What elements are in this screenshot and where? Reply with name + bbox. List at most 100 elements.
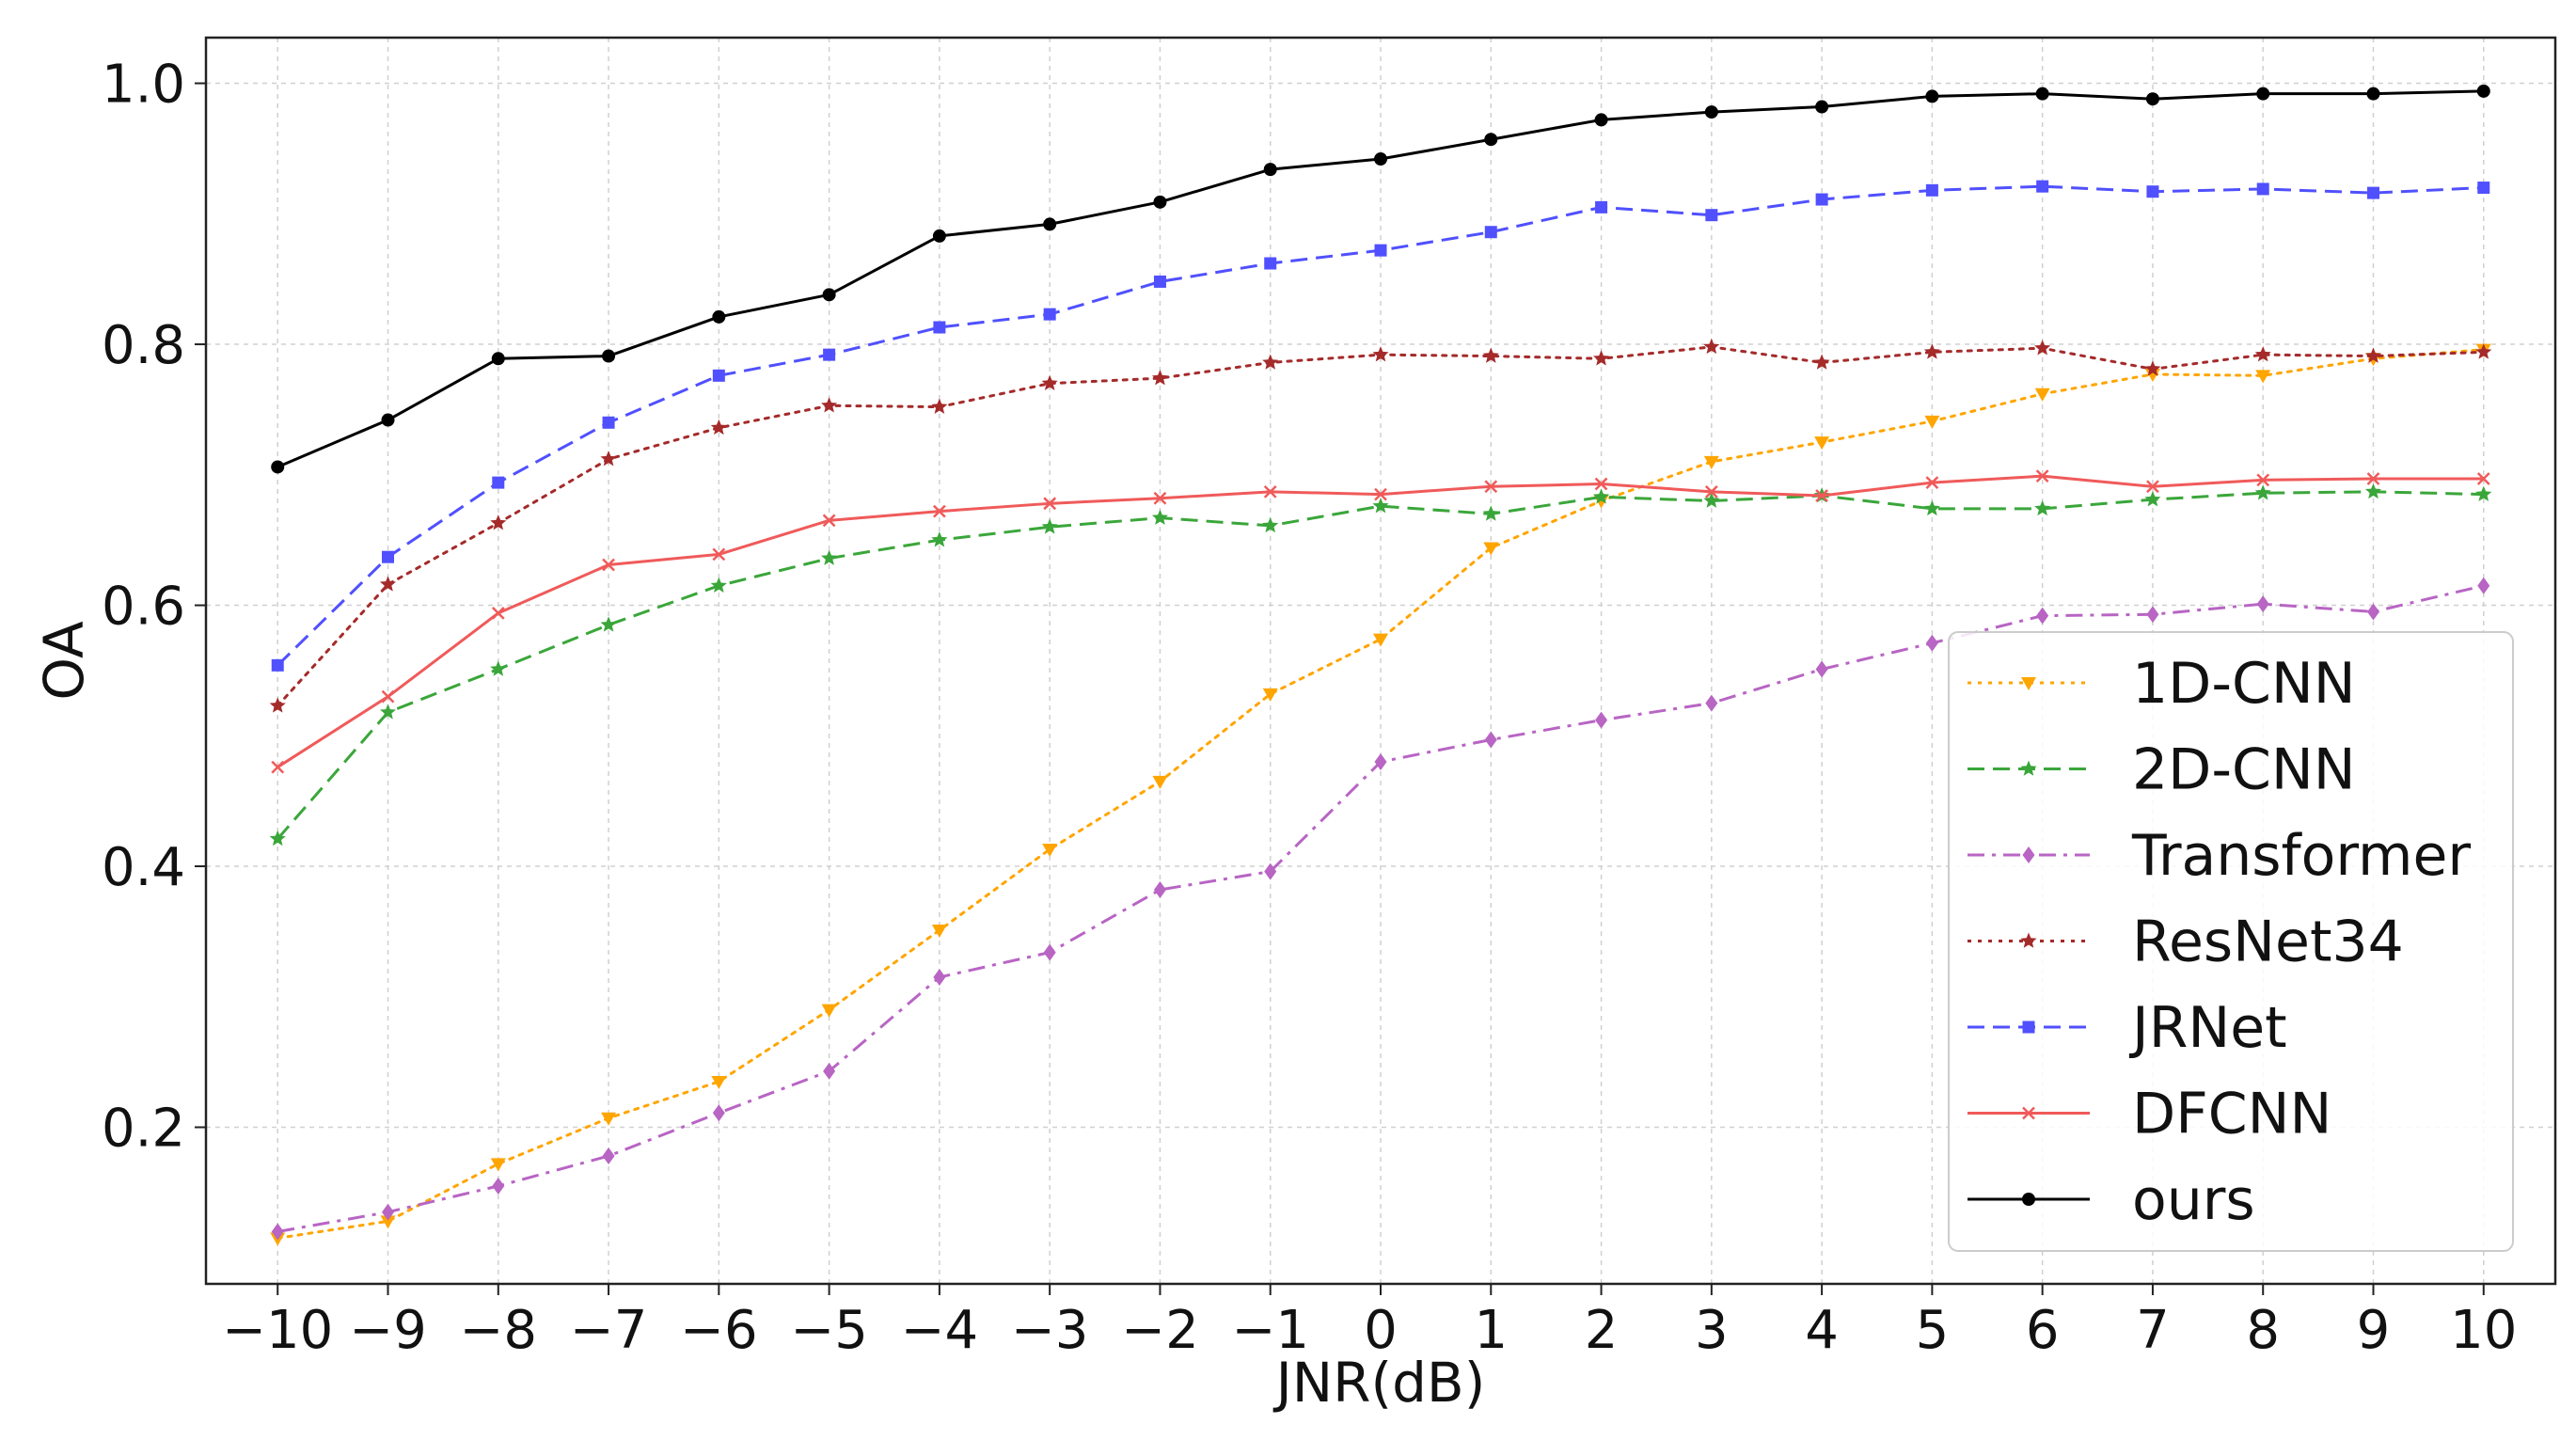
data-point-transformer bbox=[1264, 862, 1277, 880]
x-tick-label: −9 bbox=[349, 1300, 427, 1361]
x-tick-label: 1 bbox=[1474, 1300, 1508, 1361]
data-point-2d-cnn bbox=[490, 660, 507, 676]
x-tick-label: 10 bbox=[2450, 1300, 2517, 1361]
data-point-ours bbox=[1374, 152, 1387, 166]
data-point-jrnet bbox=[492, 476, 505, 489]
x-tick-label: −5 bbox=[790, 1300, 868, 1361]
data-point-dfcnn bbox=[602, 558, 615, 572]
x-tick-label: 0 bbox=[1364, 1300, 1398, 1361]
data-point-ours bbox=[381, 413, 395, 427]
marker-stroke bbox=[1263, 484, 1277, 498]
data-point-dfcnn bbox=[2256, 473, 2270, 487]
data-point-dfcnn bbox=[1484, 480, 1498, 494]
data-point-dfcnn bbox=[712, 547, 726, 562]
data-point-ours bbox=[271, 460, 285, 474]
data-point-2d-cnn bbox=[1482, 505, 1499, 521]
data-point-dfcnn bbox=[2146, 480, 2159, 494]
data-point-ours bbox=[1815, 100, 1829, 114]
marker-stroke bbox=[602, 558, 615, 572]
data-point-dfcnn bbox=[2476, 472, 2490, 485]
data-point-resnet34 bbox=[1041, 374, 1058, 390]
data-point-1d-cnn bbox=[380, 1215, 396, 1229]
data-point-ours bbox=[1153, 195, 1167, 209]
y-tick-label: 0.8 bbox=[102, 315, 185, 376]
data-point-jrnet bbox=[382, 550, 395, 563]
series-transformer bbox=[271, 577, 2490, 1241]
data-point-1d-cnn bbox=[601, 1112, 617, 1126]
data-point-resnet34 bbox=[821, 397, 838, 413]
data-point-ours bbox=[602, 349, 616, 363]
data-point-resnet34 bbox=[2364, 347, 2382, 363]
data-point-resnet34 bbox=[1151, 370, 1169, 386]
data-point-dfcnn bbox=[271, 760, 285, 774]
data-point-jrnet bbox=[602, 416, 615, 429]
data-point-resnet34 bbox=[2475, 343, 2492, 359]
data-point-2d-cnn bbox=[821, 549, 838, 565]
marker-stroke bbox=[2035, 469, 2049, 483]
series-ours bbox=[271, 84, 2490, 474]
y-axis: 0.2 0.4 0.6 0.8 1.0 bbox=[102, 55, 206, 1160]
x-tick-label: 9 bbox=[2357, 1300, 2391, 1361]
y-tick-label: 0.4 bbox=[102, 837, 185, 898]
x-tick-label: −7 bbox=[570, 1300, 648, 1361]
x-tick-label: −4 bbox=[901, 1300, 979, 1361]
x-tick-label: −8 bbox=[460, 1300, 538, 1361]
x-tick-label: −6 bbox=[680, 1300, 758, 1361]
data-point-ours bbox=[1704, 105, 1718, 119]
data-point-dfcnn bbox=[1594, 477, 1608, 491]
legend-swatch-marker bbox=[2022, 847, 2035, 863]
data-point-ours bbox=[1594, 113, 1608, 127]
data-point-resnet34 bbox=[600, 451, 617, 467]
data-point-jrnet bbox=[1815, 193, 1828, 206]
data-point-jrnet bbox=[1374, 244, 1387, 257]
marker-stroke bbox=[2256, 473, 2270, 487]
data-point-transformer bbox=[2477, 577, 2490, 594]
marker-stroke bbox=[2476, 472, 2490, 485]
data-point-resnet34 bbox=[1262, 354, 1279, 370]
data-point-dfcnn bbox=[822, 514, 836, 528]
marker-stroke bbox=[1043, 497, 1057, 511]
series-layer bbox=[269, 84, 2492, 1246]
data-point-jrnet bbox=[1484, 226, 1497, 239]
data-point-2d-cnn bbox=[1703, 492, 1720, 508]
data-point-transformer bbox=[1815, 660, 1828, 678]
legend-swatch-marker bbox=[2020, 932, 2037, 948]
data-point-dfcnn bbox=[1704, 484, 1718, 498]
data-point-2d-cnn bbox=[269, 830, 286, 847]
data-point-ours bbox=[932, 229, 946, 243]
data-point-2d-cnn bbox=[710, 577, 727, 593]
data-point-ours bbox=[2476, 84, 2490, 98]
data-point-1d-cnn bbox=[2255, 370, 2271, 384]
data-point-1d-cnn bbox=[1814, 436, 1830, 451]
marker-stroke bbox=[1484, 480, 1498, 494]
data-point-1d-cnn bbox=[821, 1004, 837, 1018]
data-point-jrnet bbox=[823, 348, 836, 361]
data-point-1d-cnn bbox=[1703, 455, 1719, 469]
data-point-dfcnn bbox=[2035, 469, 2049, 483]
data-point-resnet34 bbox=[379, 576, 397, 592]
legend-item-1d-cnn: 1D-CNN bbox=[1968, 651, 2356, 717]
data-point-ours bbox=[1043, 217, 1057, 231]
legend-label: JRNet bbox=[2128, 995, 2287, 1061]
marker-stroke bbox=[491, 606, 505, 620]
x-tick-label: −1 bbox=[1231, 1300, 1309, 1361]
data-point-1d-cnn bbox=[1262, 688, 1278, 702]
data-point-transformer bbox=[1374, 753, 1387, 771]
data-point-ours bbox=[822, 288, 836, 302]
data-point-2d-cnn bbox=[1041, 518, 1058, 534]
data-point-jrnet bbox=[1595, 200, 1608, 214]
series-line-ours bbox=[277, 89, 2484, 468]
data-point-jrnet bbox=[1264, 257, 1277, 270]
marker-stroke bbox=[2022, 1106, 2035, 1120]
data-point-dfcnn bbox=[1815, 489, 1828, 502]
data-point-2d-cnn bbox=[1151, 509, 1169, 525]
data-point-transformer bbox=[933, 968, 946, 986]
data-point-1d-cnn bbox=[2034, 388, 2050, 402]
data-point-ours bbox=[491, 352, 505, 366]
legend-label: Transformer bbox=[2131, 823, 2471, 889]
legend-swatch-marker bbox=[2020, 760, 2037, 776]
data-point-jrnet bbox=[1925, 183, 1938, 197]
data-point-resnet34 bbox=[2144, 360, 2161, 376]
data-point-dfcnn bbox=[933, 504, 946, 518]
data-point-2d-cnn bbox=[1923, 499, 1940, 516]
